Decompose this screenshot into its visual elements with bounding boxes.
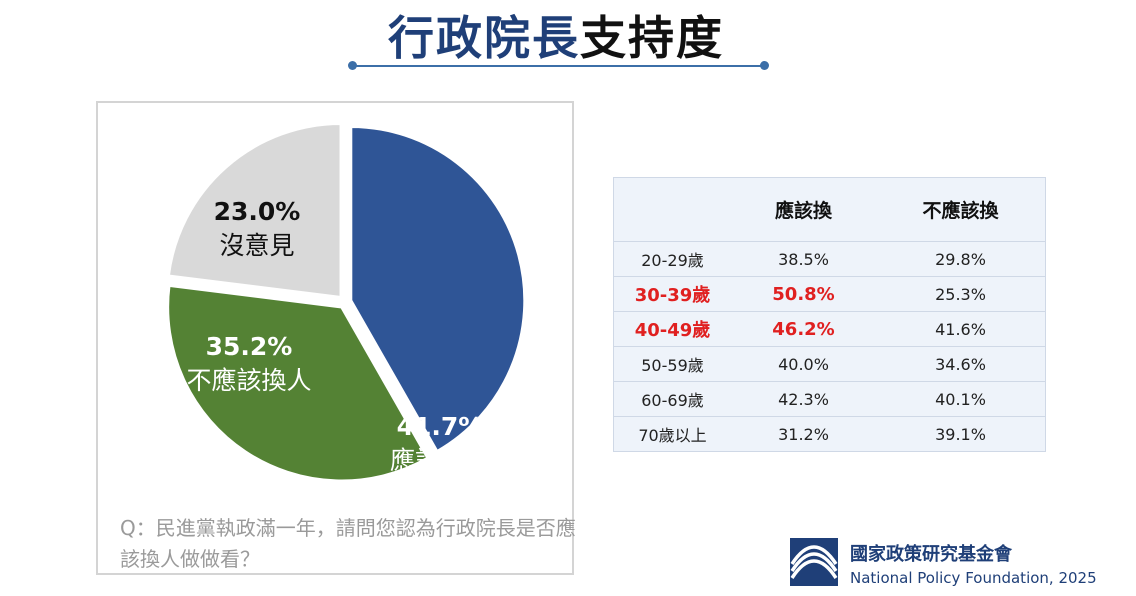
title-underline	[353, 65, 765, 67]
pie-chart: 41.7% 應該換人 35.2% 不應該換人 23.0% 沒意見	[166, 122, 527, 483]
should-cell: 42.3%	[731, 381, 876, 417]
table-row: 70歲以上 31.2% 39.1%	[614, 416, 1045, 451]
should-cell: 38.5%	[731, 241, 876, 277]
should-not-cell: 41.6%	[876, 311, 1045, 347]
should-cell: 50.8%	[731, 276, 876, 312]
title-accent: 行政院長	[388, 11, 580, 65]
slice-category-label: 不應該換人	[186, 366, 311, 395]
pie-slice	[166, 122, 343, 300]
should-not-cell: 34.6%	[876, 346, 1045, 382]
pie-slice	[166, 283, 431, 483]
should-cell: 40.0%	[731, 346, 876, 382]
slice-percent-label: 35.2%	[206, 332, 293, 361]
age-cell: 50-59歲	[614, 346, 731, 382]
table-header-age	[614, 178, 731, 242]
foundation-name-en: National Policy Foundation, 2025	[850, 569, 1097, 587]
age-cell: 20-29歲	[614, 241, 731, 277]
age-breakdown-table: 應該換 不應該換 20-29歲 38.5% 29.8% 30-39歲 50.8% 25.3…	[613, 177, 1046, 452]
age-cell: 40-49歲	[614, 311, 731, 347]
slice-category-label: 沒意見	[219, 231, 294, 260]
should-cell: 31.2%	[731, 416, 876, 451]
should-not-cell: 39.1%	[876, 416, 1045, 451]
age-cell: 60-69歲	[614, 381, 731, 417]
table-row: 40-49歲 46.2% 41.6%	[614, 311, 1045, 347]
title-rest: 支持度	[580, 11, 724, 65]
pie-chart-panel: 41.7% 應該換人 35.2% 不應該換人 23.0% 沒意見 Q：民進黨執政滿一年，請…	[96, 101, 576, 575]
slice-percent-label: 23.0%	[214, 197, 301, 226]
table-row: 50-59歲 40.0% 34.6%	[614, 346, 1045, 382]
foundation-logo-icon	[790, 538, 838, 586]
slice-percent-label: 41.7%	[397, 412, 484, 441]
foundation-name-zh: 國家政策研究基金會	[850, 544, 1012, 565]
table-header-should-not: 不應該換	[922, 200, 999, 222]
table-row: 20-29歲 38.5% 29.8%	[614, 241, 1045, 277]
survey-question: Q：民進黨執政滿一年，請問您認為行政院長是否應該換人做做看？	[120, 516, 576, 571]
page-title: 行政院長支持度	[0, 2, 1112, 68]
pie-slice	[349, 124, 527, 454]
table-header-should: 應該換	[774, 200, 832, 222]
underline-dot-right	[760, 61, 769, 70]
should-cell: 46.2%	[731, 311, 876, 347]
should-not-cell: 25.3%	[876, 276, 1045, 312]
should-not-cell: 40.1%	[876, 381, 1045, 417]
should-not-cell: 29.8%	[876, 241, 1045, 277]
age-cell: 70歲以上	[614, 416, 731, 451]
table-row: 30-39歲 50.8% 25.3%	[614, 276, 1045, 312]
underline-dot-left	[348, 61, 357, 70]
slice-category-label: 應該換人	[390, 446, 490, 475]
table-row: 60-69歲 42.3% 40.1%	[614, 381, 1045, 417]
age-cell: 30-39歲	[614, 276, 731, 312]
